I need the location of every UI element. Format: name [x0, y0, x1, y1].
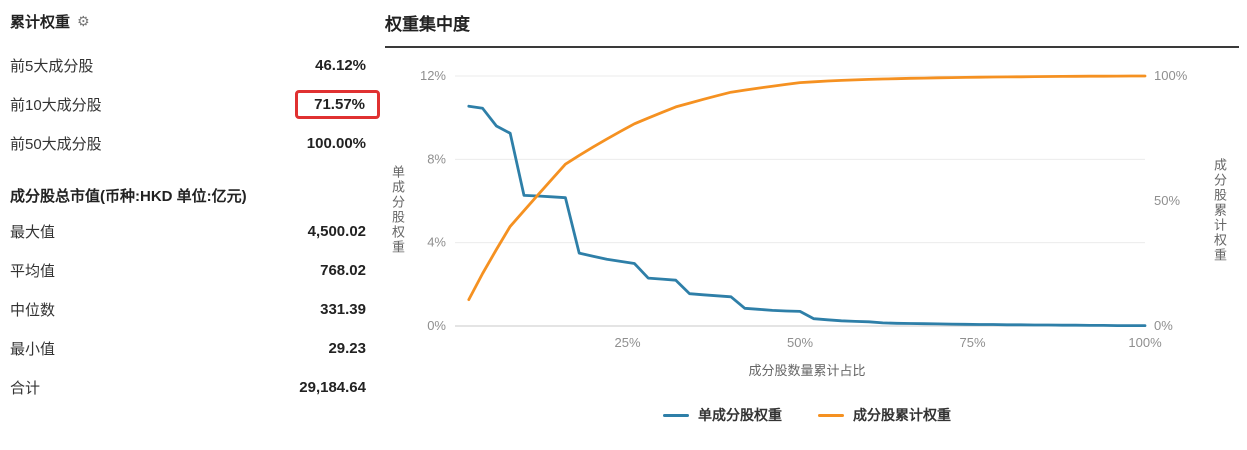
svg-text:0%: 0%	[427, 318, 446, 333]
svg-text:50%: 50%	[1154, 193, 1180, 208]
x-axis-title: 成分股数量累计占比	[748, 363, 866, 378]
chart-legend: 单成分股权重 成分股累计权重	[407, 405, 1207, 425]
svg-text:75%: 75%	[959, 335, 985, 350]
stat-value: 100.00%	[306, 135, 366, 152]
svg-text:100%: 100%	[1154, 68, 1188, 83]
stat-row-top50: 前50大成分股 100.00%	[10, 132, 366, 155]
stat-label: 前50大成分股	[10, 136, 102, 153]
stat-value: 71.57%	[314, 96, 365, 113]
stat-label: 最小值	[10, 341, 56, 358]
stat-row-min: 最小值 29.23	[10, 337, 366, 360]
legend-line-icon-blue	[663, 413, 689, 417]
stat-label: 平均值	[10, 263, 56, 280]
stat-row-max: 最大值 4,500.02	[10, 220, 366, 243]
market-cap-section-title: 成分股总市值(币种:HKD 单位:亿元)	[10, 188, 247, 205]
legend-line-icon-orange	[818, 413, 844, 417]
stat-row-median: 中位数 331.39	[10, 298, 366, 321]
svg-text:0%: 0%	[1154, 318, 1173, 333]
y-axis-right-title: 成分股累计权重	[1212, 157, 1227, 263]
weight-concentration-section: 权重集中度 单成分股权重 0% 4% 8% 12% 0% 50% 100% 25% 50% 75%…	[385, 10, 1239, 425]
gear-icon[interactable]: ⚙	[77, 13, 90, 29]
legend-item-cumulative-weight[interactable]: 成分股累计权重	[818, 405, 951, 425]
chart-title: 权重集中度	[385, 10, 1239, 48]
svg-text:100%: 100%	[1128, 335, 1162, 350]
stat-value: 46.12%	[315, 57, 366, 74]
svg-text:25%: 25%	[614, 335, 640, 350]
stat-label: 最大值	[10, 224, 56, 241]
stat-value: 29.23	[328, 340, 366, 357]
stat-value: 29,184.64	[299, 379, 366, 396]
chart-area: 单成分股权重 0% 4% 8% 12% 0% 50% 100% 25% 50% 75% 100% 成…	[385, 60, 1239, 360]
stat-value: 768.02	[320, 262, 366, 279]
legend-label: 单成分股权重	[698, 407, 782, 423]
stat-label: 前5大成分股	[10, 58, 94, 75]
cumulative-weight-title-text: 累计权重	[10, 13, 71, 31]
cumulative-weight-panel: 累计权重 ⚙ 前5大成分股 46.12% 前10大成分股 71.57% 前50大…	[10, 12, 380, 399]
y-axis-left-title: 单成分股权重	[390, 165, 405, 255]
stat-row-top5: 前5大成分股 46.12%	[10, 54, 366, 77]
stat-label: 合计	[10, 380, 41, 397]
legend-item-single-weight[interactable]: 单成分股权重	[663, 405, 782, 425]
legend-label: 成分股累计权重	[853, 407, 951, 423]
stat-label: 前10大成分股	[10, 97, 102, 114]
highlight-annotation-box: 71.57%	[295, 90, 380, 119]
stat-row-mean: 平均值 768.02	[10, 259, 366, 282]
stat-row-total: 合计 29,184.64	[10, 376, 366, 399]
stat-value: 331.39	[320, 301, 366, 318]
stat-value: 4,500.02	[307, 223, 366, 240]
svg-text:8%: 8%	[427, 151, 446, 166]
cumulative-weight-title: 累计权重 ⚙	[10, 12, 366, 31]
stat-row-top10: 前10大成分股 71.57%	[10, 90, 380, 119]
stat-label: 中位数	[10, 302, 56, 319]
chart-canvas[interactable]: 0% 4% 8% 12% 0% 50% 100% 25% 50% 75% 100%	[407, 60, 1207, 360]
svg-text:12%: 12%	[420, 68, 446, 83]
svg-text:4%: 4%	[427, 235, 446, 250]
svg-text:50%: 50%	[787, 335, 813, 350]
